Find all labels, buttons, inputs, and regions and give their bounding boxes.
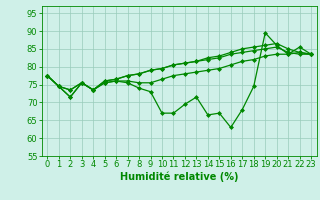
X-axis label: Humidité relative (%): Humidité relative (%) bbox=[120, 172, 238, 182]
